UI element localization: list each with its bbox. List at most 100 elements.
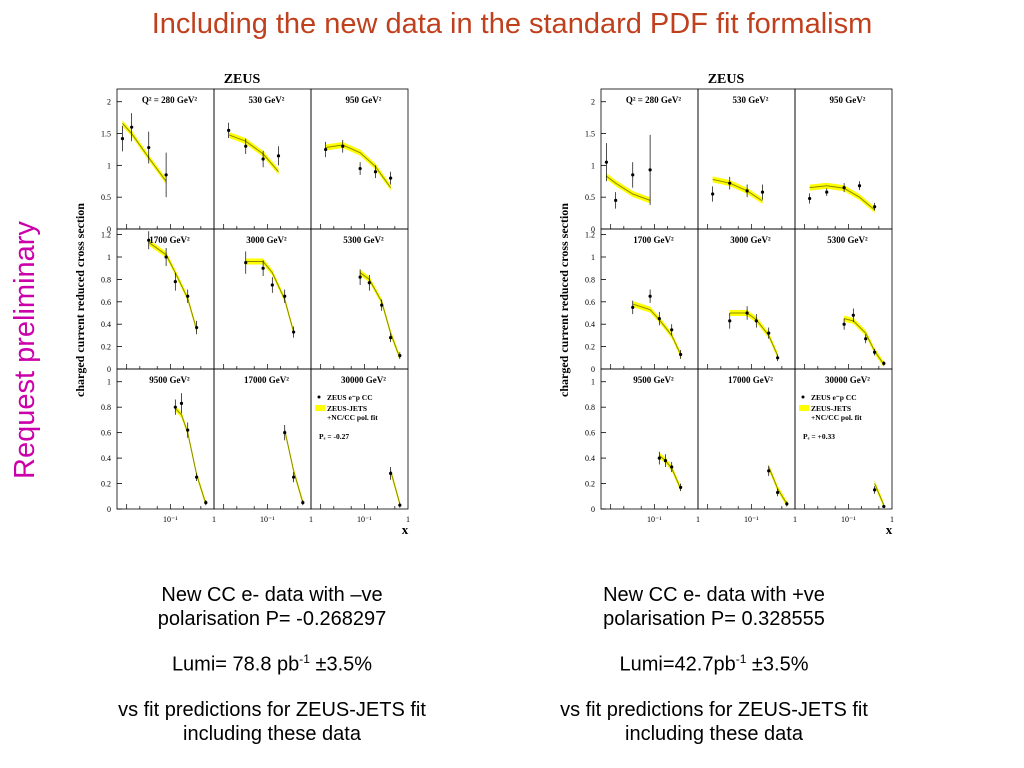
y-tick-label: 1.2: [585, 231, 595, 240]
data-point: [373, 170, 378, 174]
panel-frame: [600, 228, 699, 370]
fit-curve: [658, 455, 682, 489]
panel-4: 1700 GeV²: [116, 228, 215, 370]
fit-curve: [148, 242, 198, 330]
panel-frame: [310, 228, 409, 370]
data-point: [186, 428, 190, 432]
x-tick-label: 10⁻¹: [163, 515, 178, 524]
caption-fit-line-1: vs fit predictions for ZEUS-JETS fit: [560, 698, 868, 721]
panel-frame: [116, 368, 215, 510]
data-point: [679, 485, 683, 489]
data-point: [341, 144, 345, 148]
x-tick-label: 1: [696, 515, 700, 524]
data-point: [631, 305, 635, 309]
y-tick-label: 0.6: [585, 429, 595, 438]
data-point: [767, 469, 771, 473]
data-point: [195, 325, 199, 330]
data-point: [389, 176, 393, 180]
y-tick-label: 0.8: [101, 275, 111, 284]
y-tick-label: 0.2: [585, 343, 595, 352]
data-point: [776, 356, 780, 360]
slide-title: Including the new data in the standard P…: [151, 8, 873, 40]
data-point: [380, 303, 384, 307]
y-tick-label: 1: [591, 253, 595, 262]
fit-uncertainty-band: [228, 131, 279, 175]
data-point: [631, 173, 635, 177]
x-tick-label: 1: [309, 515, 313, 524]
panel-7: 9500 GeV² 10⁻¹ 1: [116, 368, 216, 524]
data-point: [648, 168, 652, 172]
data-point: [186, 294, 190, 298]
y-tick-label: 0: [107, 225, 111, 234]
caption-line-2: polarisation P= -0.268297: [157, 608, 387, 630]
legend-data-label: ZEUS e⁻p CC: [811, 393, 857, 402]
fit-uncertainty-band: [844, 315, 884, 368]
data-point: [147, 238, 151, 242]
panel-8: 17000 GeV² 10⁻¹ 1: [213, 368, 313, 524]
fit-curve: [228, 134, 279, 173]
data-point: [261, 157, 265, 161]
data-point: [776, 490, 780, 495]
panel-frame: [213, 228, 312, 370]
data-point: [760, 190, 765, 194]
panel-frame: [794, 368, 893, 510]
fit-curve: [712, 178, 763, 202]
data-point: [389, 471, 393, 475]
fit-curve: [390, 470, 401, 505]
data-point: [648, 294, 652, 298]
panel-frame: [116, 88, 215, 230]
data-point: [358, 166, 362, 171]
y-tick-label: 1: [107, 161, 111, 170]
fit-curve: [606, 175, 651, 201]
y-tick-label: 0.2: [101, 480, 111, 489]
y-tick-label: 0.8: [585, 403, 595, 412]
data-point: [670, 465, 674, 469]
panel-q2-label: 30000 GeV²: [825, 375, 870, 385]
fit-uncertainty-band: [148, 239, 197, 333]
data-point: [398, 503, 402, 507]
fit-curve: [325, 144, 392, 188]
y-tick-label: 0.4: [101, 320, 111, 329]
x-tick-label: 10⁻¹: [841, 515, 856, 524]
legend-band-swatch: [799, 405, 809, 411]
panel-1: Q² = 280 GeV²: [116, 88, 215, 230]
data-point: [195, 475, 199, 479]
panel-q2-label: 530 GeV²: [733, 95, 769, 105]
data-point: [851, 313, 855, 317]
data-point: [173, 405, 177, 409]
lumi-prefix: Lumi=42.7pb: [619, 653, 736, 676]
legend-fit-label-2: +NC/CC pol. fit: [811, 413, 862, 422]
data-point: [657, 456, 661, 460]
y-axis-label: charged current reduced cross section: [557, 203, 571, 397]
data-point: [842, 322, 846, 326]
panel-q2-label: 17000 GeV²: [728, 375, 773, 385]
data-point: [398, 353, 402, 358]
panel-7: 9500 GeV² 10⁻¹ 1: [600, 368, 700, 524]
data-point: [614, 198, 618, 202]
y-axis-label: charged current reduced cross section: [73, 203, 87, 397]
caption-fit-line-1: vs fit predictions for ZEUS-JETS fit: [118, 698, 426, 721]
panel-2: 530 GeV²: [213, 88, 312, 230]
data-point: [244, 144, 248, 148]
data-point: [227, 128, 231, 132]
panel-frame: [213, 368, 312, 510]
data-point: [873, 488, 877, 492]
panel-3: 950 GeV²: [794, 88, 893, 230]
figure-header: ZEUS: [708, 72, 745, 87]
panel-1: Q² = 280 GeV²: [600, 88, 699, 230]
fit-curve: [174, 408, 207, 505]
figure-header: ZEUS: [224, 72, 261, 87]
panel-2: 530 GeV²: [697, 88, 796, 230]
data-point: [767, 331, 771, 335]
x-tick-label: 1: [406, 515, 410, 524]
x-tick-label: 10⁻¹: [647, 515, 662, 524]
caption-left: New CC e- data with –ve polarisation P= …: [62, 583, 482, 767]
caption-line-1: New CC e- data with –ve: [161, 584, 383, 606]
panel-q2-label: 9500 GeV²: [149, 375, 190, 385]
y-tick-label: 0: [591, 505, 595, 514]
data-point: [367, 281, 371, 285]
data-point: [711, 192, 715, 196]
x-axis-label: x: [402, 522, 409, 537]
legend-data-label: ZEUS e⁻p CC: [327, 393, 373, 402]
fit-curve: [122, 123, 167, 182]
